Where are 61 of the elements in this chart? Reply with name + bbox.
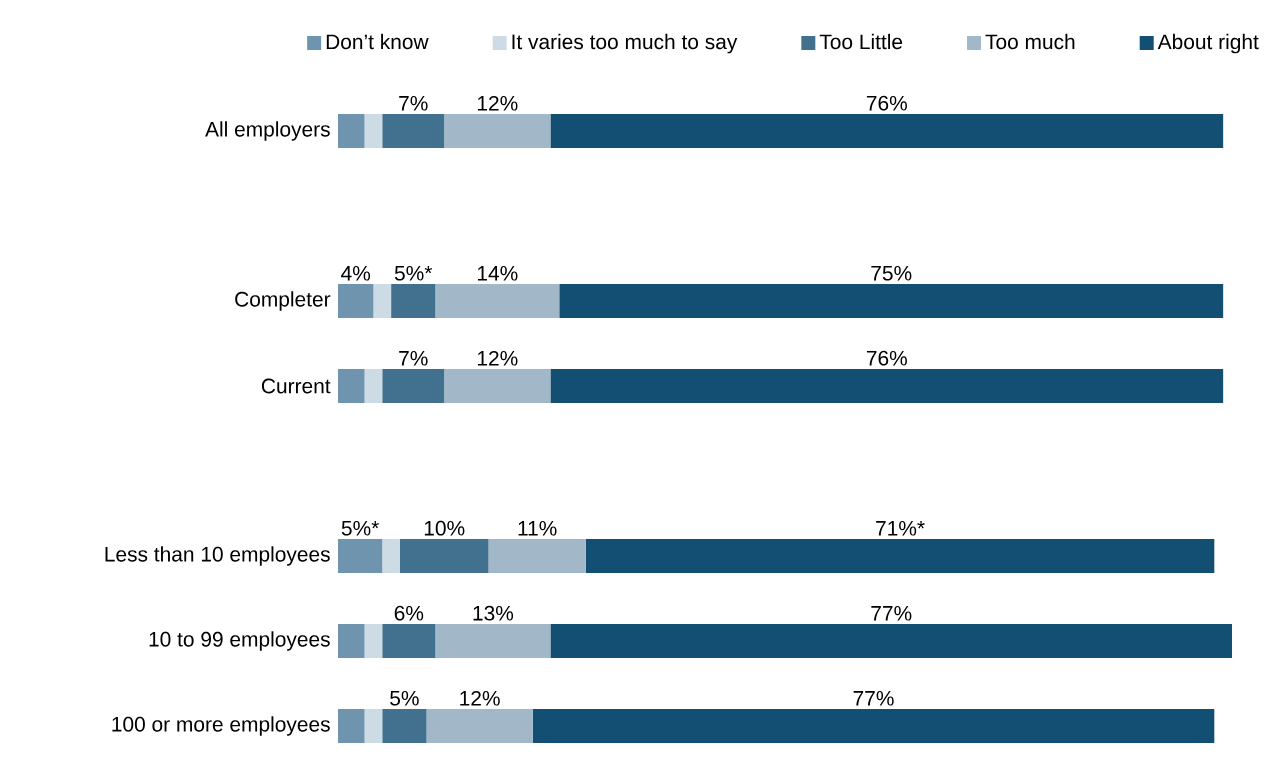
data-label: 12% bbox=[477, 95, 518, 111]
legend-label: Too much bbox=[985, 33, 1075, 50]
bar bbox=[338, 539, 383, 574]
data-label: 76% bbox=[866, 95, 907, 111]
y-tick-label: Completer bbox=[235, 291, 331, 311]
bar bbox=[338, 709, 365, 744]
bar bbox=[382, 114, 445, 149]
bar bbox=[382, 624, 436, 659]
data-label: 7% bbox=[399, 350, 428, 366]
bar bbox=[338, 624, 365, 659]
y-tick-label: 10 to 99 employees bbox=[149, 631, 330, 651]
data-label: 6% bbox=[394, 605, 424, 621]
data-label: 5% bbox=[390, 690, 419, 706]
data-label: 5%* bbox=[341, 520, 379, 536]
y-tick-label: 100 or more employees bbox=[112, 716, 330, 736]
bar bbox=[550, 624, 1233, 659]
data-label: 14% bbox=[477, 265, 518, 281]
data-label: 13% bbox=[473, 605, 514, 621]
bar bbox=[338, 114, 365, 149]
legend-label: Too Little bbox=[819, 33, 903, 50]
legend-label: Don’t know bbox=[326, 33, 429, 50]
bar bbox=[364, 369, 383, 404]
bar bbox=[338, 284, 374, 319]
data-label: 77% bbox=[853, 690, 894, 706]
bar bbox=[550, 114, 1224, 149]
bar bbox=[364, 709, 383, 744]
bar bbox=[382, 369, 445, 404]
legend-label: It varies too much to say bbox=[512, 33, 738, 54]
bar bbox=[532, 709, 1215, 744]
data-label: 77% bbox=[871, 605, 912, 621]
bar bbox=[559, 284, 1224, 319]
bar bbox=[444, 369, 551, 404]
data-label: 4% bbox=[341, 265, 371, 281]
bar bbox=[426, 709, 533, 744]
bar bbox=[364, 114, 383, 149]
data-label: 11% bbox=[518, 520, 557, 536]
bar bbox=[435, 624, 551, 659]
data-label: 71%* bbox=[876, 520, 925, 536]
bar bbox=[338, 369, 365, 404]
bar bbox=[488, 539, 586, 574]
bar bbox=[382, 709, 427, 744]
data-label: 12% bbox=[477, 350, 518, 366]
bar bbox=[373, 284, 392, 319]
bar bbox=[364, 624, 383, 659]
data-label: 76% bbox=[866, 350, 907, 366]
bar bbox=[585, 539, 1215, 574]
y-tick-label: Less than 10 employees bbox=[105, 546, 330, 566]
data-label: 7% bbox=[399, 95, 428, 111]
data-label: 10% bbox=[424, 520, 465, 536]
y-tick-label: All employers bbox=[205, 121, 330, 141]
bar bbox=[391, 284, 436, 319]
bar bbox=[550, 369, 1224, 404]
bar bbox=[444, 114, 551, 149]
y-tick-label: Current bbox=[261, 378, 331, 394]
bar bbox=[382, 539, 400, 574]
bar bbox=[435, 284, 560, 319]
data-label: 12% bbox=[460, 690, 500, 706]
bar bbox=[399, 539, 489, 574]
legend-label: About right bbox=[1157, 33, 1259, 54]
data-label: 5%* bbox=[394, 265, 433, 281]
data-label: 75% bbox=[871, 265, 912, 281]
